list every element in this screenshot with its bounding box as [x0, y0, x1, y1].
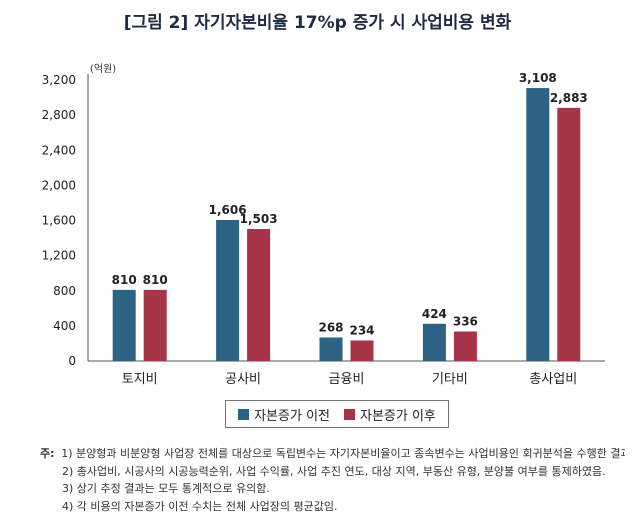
- data-label: 234: [349, 323, 374, 337]
- legend-swatch-after: [344, 408, 355, 420]
- data-label: 424: [422, 307, 447, 321]
- bar-before: [422, 323, 446, 361]
- legend-label-before: 자본증가 이전: [254, 408, 330, 424]
- x-tick-label: 총사업비: [529, 372, 577, 387]
- x-tick-label: 금융비: [329, 372, 365, 387]
- y-tick-label: 1,600: [42, 214, 76, 228]
- x-tick-label: 토지비: [122, 372, 158, 387]
- y-tick-label: 2,800: [42, 108, 76, 122]
- footnote-text: 3) 상기 추정 결과는 모두 통계적으로 유의함.: [62, 482, 270, 495]
- data-label: 810: [143, 273, 168, 287]
- chart-title: [그림 2] 자기자본비율 17%p 증가 시 사업비용 변화: [123, 13, 512, 33]
- footnote-text: 2) 총사업비, 시공사의 시공능력순위, 사업 수익률, 사업 추진 연도, …: [62, 464, 606, 478]
- y-tick-label: 2,000: [42, 178, 76, 192]
- y-unit-label: (억원): [90, 63, 116, 75]
- bar-before: [319, 337, 343, 361]
- x-tick-label: 기타비: [432, 372, 468, 387]
- legend-item-after: 자본증가 이후: [344, 405, 436, 424]
- legend: 자본증가 이전 자본증가 이후: [225, 400, 449, 428]
- footnote-text: 4) 각 비용의 자본증가 이전 수치는 전체 사업장의 평균값임.: [62, 499, 338, 513]
- legend-item-before: 자본증가 이전: [238, 405, 330, 424]
- bar-after: [143, 289, 167, 361]
- data-label: 336: [453, 314, 478, 328]
- footnote-1: 주: 1) 분양형과 비분양형 사업장 전체를 대상으로 독립변수는 자기자본비…: [40, 445, 625, 463]
- bar-chart: (억원) 0 400 800 1,200 1,600 2,000 2,400 2,800 3,20…: [42, 63, 605, 387]
- bar-before: [112, 289, 136, 361]
- y-tick-label: 1,200: [42, 249, 76, 263]
- y-tick-label: 0: [68, 354, 76, 368]
- footnote-prefix: 주:: [40, 447, 55, 460]
- footnote-2: 2) 총사업비, 시공사의 시공능력순위, 사업 수익률, 사업 추진 연도, …: [40, 463, 625, 481]
- bar-before: [216, 219, 240, 361]
- x-tick-label: 공사비: [225, 372, 261, 387]
- bar-after: [247, 229, 271, 361]
- data-label: 2,883: [550, 91, 588, 105]
- y-tick-label: 2,400: [42, 143, 76, 157]
- legend-label-after: 자본증가 이후: [360, 408, 436, 424]
- footnote-text: 1) 분양형과 비분양형 사업장 전체를 대상으로 독립변수는 자기자본비율이고…: [61, 447, 625, 460]
- footnote-4: 4) 각 비용의 자본증가 이전 수치는 전체 사업장의 평균값임.: [40, 498, 625, 516]
- bar-after: [453, 331, 477, 361]
- data-label: 268: [318, 320, 343, 334]
- data-label: 3,108: [519, 71, 557, 85]
- bar-after: [350, 340, 374, 361]
- data-label: 810: [112, 273, 137, 287]
- footnotes: 주: 1) 분양형과 비분양형 사업장 전체를 대상으로 독립변수는 자기자본비…: [40, 445, 625, 515]
- legend-swatch-before: [238, 408, 250, 420]
- y-tick-label: 400: [53, 319, 76, 333]
- footnote-3: 3) 상기 추정 결과는 모두 통계적으로 유의함.: [40, 480, 625, 498]
- data-label: 1,503: [240, 212, 278, 226]
- bar-before: [526, 88, 550, 362]
- y-tick-label: 800: [53, 284, 76, 298]
- y-tick-label: 3,200: [42, 73, 76, 87]
- data-label: 1,606: [209, 203, 247, 217]
- bar-after: [557, 107, 581, 361]
